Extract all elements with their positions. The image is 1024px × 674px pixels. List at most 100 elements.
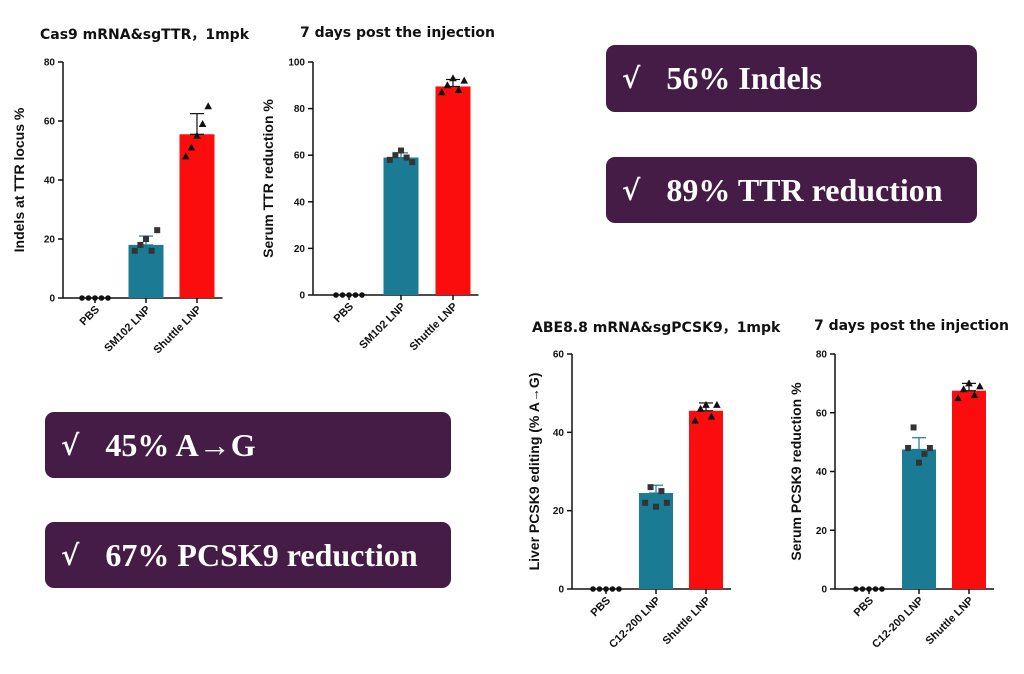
data-point [713,400,721,408]
callout-indels: √ 56% Indels [606,45,977,112]
data-point [359,292,365,298]
data-point [143,236,149,242]
chart-title: 7 days post the injection [814,318,1009,334]
y-tick-label: 80 [816,350,828,361]
y-tick-label: 40 [294,197,306,208]
data-point [707,412,716,420]
data-point [443,81,452,89]
bar [383,157,419,295]
data-point [105,295,111,301]
data-point [691,416,699,424]
callout-pcsk9-reduction: √ 67% PCSK9 reduction [45,522,451,588]
y-tick-label: 20 [44,235,56,246]
data-point [204,102,212,110]
data-point [853,586,859,592]
x-category-label: Shuttle LNP [924,595,977,648]
y-axis-label: Liver PCSK9 editing (% A→G) [526,373,542,571]
data-point [131,247,138,254]
y-tick-label: 0 [558,585,564,596]
data-point [702,400,710,408]
data-point [663,499,670,506]
callout-ttr-reduction: √ 89% TTR reduction [606,157,977,223]
data-point [409,159,416,166]
data-point [154,227,161,234]
bar [435,86,471,295]
y-tick-label: 60 [294,151,306,162]
y-axis-label: Serum TTR reduction % [260,99,276,258]
y-tick-label: 40 [816,467,828,478]
y-tick-label: 0 [299,291,305,302]
data-point [449,74,457,82]
x-category-label: Shuttle LNP [661,595,714,648]
data-point [398,147,404,154]
x-category-label: SM102 LNP [357,301,408,352]
data-point [965,379,973,387]
data-point [92,295,98,301]
callout-text: 89% TTR reduction [666,171,943,208]
x-category-label: PBS [78,304,102,328]
data-point [346,292,352,298]
data-point [79,295,85,301]
check-icon: √ [61,428,80,462]
data-point [187,143,196,151]
bar [689,410,723,589]
data-point [970,391,979,399]
data-point [98,295,105,301]
pcsk9-reduction-bar-chart: 0 20 40 60 80 Serum PCSK9 reduction % PBSC12-2… [788,350,994,651]
y-tick-label: 20 [294,244,306,255]
chart-title: ABE8.8 mRNA&sgPCSK9，1mpk [532,320,781,336]
check-icon: √ [622,173,641,207]
data-point [872,586,879,592]
data-point [905,445,912,451]
x-category-label: SM102 LNP [102,304,153,355]
x-category-label: PBS [332,301,356,325]
callout-text: 56% Indels [666,60,822,96]
chart-title: 7 days post the injection [300,25,495,41]
data-point [454,85,463,93]
data-point [392,152,399,159]
data-point [333,292,339,298]
y-tick-label: 60 [44,117,56,128]
x-category-label: C12-200 LNP [607,595,663,651]
data-point [866,586,872,592]
y-tick-label: 20 [816,526,828,537]
y-tick-label: 100 [288,58,305,69]
pcsk9-editing-bar-chart: 0 20 40 60 Liver PCSK9 editing (% A→G) PBSC12… [526,350,731,651]
callout-text: 45% A→G [105,426,256,463]
ttr-reduction-bar-chart: 0 20 40 60 80 100 Serum TTR reduction % PBS SM10… [260,58,479,353]
data-point [658,488,665,495]
y-tick-label: 0 [821,585,827,596]
data-point [916,459,922,466]
y-tick-label: 40 [44,176,56,187]
y-tick-label: 40 [553,428,565,439]
y-tick-label: 0 [49,294,55,305]
data-point [647,484,654,491]
x-category-label: C12-200 LNP [870,595,926,651]
data-point [193,131,201,139]
y-tick-label: 80 [294,104,306,115]
data-point [603,586,609,592]
check-icon: √ [622,62,641,95]
data-point [921,450,928,457]
data-point [879,586,885,592]
data-point [653,503,659,510]
data-point [910,424,917,431]
callout-a-to-g: √ 45% A→G [45,412,451,478]
callout-text: 67% PCSK9 reduction [105,536,418,573]
data-point [596,586,603,592]
data-point [959,385,968,393]
check-icon: √ [61,538,80,572]
data-point [609,586,616,592]
data-point [590,586,596,592]
y-axis-label: Indels at TTR locus % [11,107,27,252]
data-point [460,76,468,84]
y-tick-label: 20 [553,506,565,517]
data-point [386,156,393,163]
x-category-label: Shuttle LNP [152,304,205,357]
data-point [926,445,933,451]
data-point [403,154,410,161]
bar [902,449,936,589]
data-point [198,119,207,127]
data-point [438,88,446,96]
data-point [954,394,962,402]
